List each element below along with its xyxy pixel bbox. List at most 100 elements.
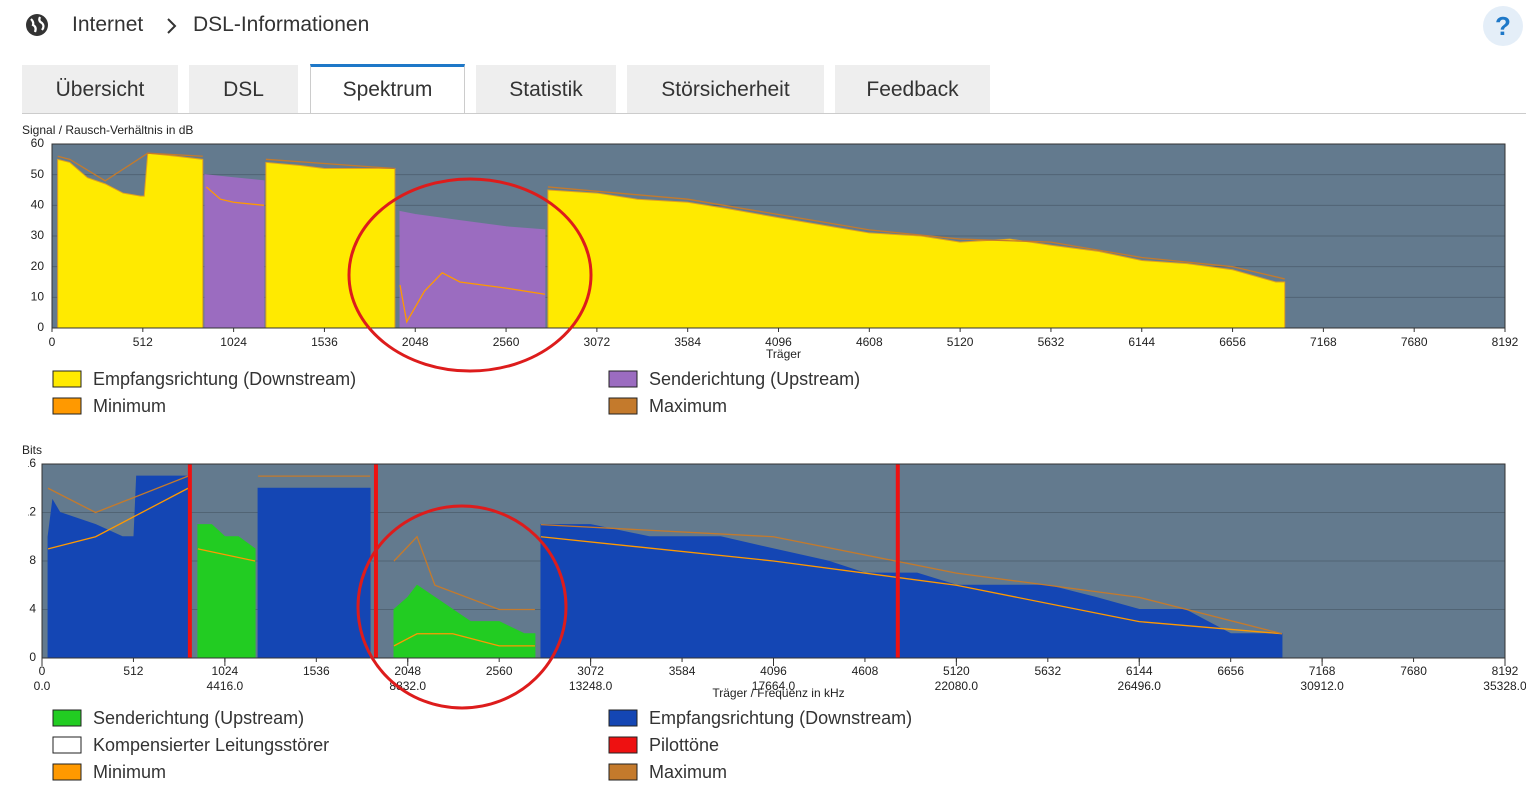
breadcrumb: DSL-Informationen — [193, 13, 370, 36]
x-tick-label: 3584 — [674, 335, 701, 349]
plot-frame — [41, 463, 1506, 659]
legend-swatch — [52, 370, 82, 388]
x-tick-label: 1024 — [212, 664, 239, 678]
x2-tick-label: 4416.0 — [207, 679, 244, 693]
tab[interactable]: Statistik — [476, 65, 616, 113]
x2-tick-label: 17664.0 — [752, 679, 796, 693]
x2-tick-label: 22080.0 — [935, 679, 979, 693]
x-tick-label: 4608 — [856, 335, 883, 349]
annotation-circle — [356, 504, 568, 710]
y-tick-label: 50 — [31, 167, 45, 181]
chart-title: Signal / Rausch-Verhältnis in dB — [22, 123, 193, 137]
x-tick-label: 2560 — [486, 664, 513, 678]
legend-swatch — [52, 397, 82, 415]
legend-label: Senderichtung (Upstream) — [93, 708, 304, 728]
x-tick-label: 3584 — [669, 664, 696, 678]
legend-label: Minimum — [93, 762, 166, 782]
x-tick-label: 3072 — [584, 335, 611, 349]
tab[interactable]: Feedback — [835, 65, 990, 113]
x2-tick-label: 8832.0 — [389, 679, 426, 693]
legend-swatch — [608, 736, 638, 754]
x-tick-label: 7168 — [1309, 664, 1336, 678]
legend-swatch — [608, 763, 638, 781]
x-tick-label: 0 — [39, 664, 46, 678]
x-tick-label: 6144 — [1128, 335, 1155, 349]
plot-frame — [51, 143, 1506, 329]
y-tick-label: 0 — [29, 650, 36, 664]
tab[interactable]: Störsicherheit — [627, 65, 824, 113]
y-tick-label: 60 — [31, 136, 45, 150]
tab-divider — [22, 113, 1526, 114]
y-tick-label: 4 — [29, 602, 36, 616]
area — [197, 524, 536, 659]
legend-swatch — [52, 763, 82, 781]
y-tick-label: 8 — [29, 553, 36, 567]
x-axis-label: Träger / Frequenz in kHz — [712, 686, 844, 700]
x-tick-label: 2560 — [493, 335, 520, 349]
x-tick-label: 6144 — [1126, 664, 1153, 678]
chart-title: Bits — [22, 443, 42, 457]
line — [47, 475, 1283, 635]
line — [57, 152, 1285, 280]
legend-label: Kompensierter Leitungsstörer — [93, 735, 329, 755]
x-tick-label: 2048 — [402, 335, 429, 349]
legend-label: Minimum — [93, 396, 166, 416]
x-tick-label: 1536 — [311, 335, 338, 349]
x2-tick-label: 13248.0 — [569, 679, 613, 693]
tab[interactable]: Spektrum — [310, 64, 465, 114]
x2-tick-label: 30912.0 — [1300, 679, 1344, 693]
x-tick-label: 4096 — [760, 664, 787, 678]
line — [47, 487, 1282, 647]
x2-tick-label: 35328.0 — [1483, 679, 1526, 693]
x-tick-label: 4608 — [852, 664, 879, 678]
x-tick-label: 512 — [123, 664, 143, 678]
x-tick-label: 0 — [49, 335, 56, 349]
y-tick-label: 20 — [31, 259, 45, 273]
legend-label: Senderichtung (Upstream) — [649, 369, 860, 389]
x-tick-label: 6656 — [1217, 664, 1244, 678]
legend-swatch — [608, 370, 638, 388]
x-tick-label: 2048 — [394, 664, 421, 678]
x-tick-label: 5120 — [947, 335, 974, 349]
legend-label: Empfangsrichtung (Downstream) — [93, 369, 356, 389]
x-tick-label: 5632 — [1034, 664, 1061, 678]
y-tick-label: 16 — [23, 456, 37, 470]
x-tick-label: 6656 — [1219, 335, 1246, 349]
legend-label: Maximum — [649, 396, 727, 416]
x-tick-label: 5632 — [1038, 335, 1065, 349]
x-tick-label: 7168 — [1310, 335, 1337, 349]
y-tick-label: 12 — [23, 505, 37, 519]
x-tick-label: 512 — [133, 335, 153, 349]
globe-icon — [26, 14, 48, 36]
y-tick-label: 0 — [37, 320, 44, 334]
y-tick-label: 10 — [31, 290, 45, 304]
x-tick-label: 8192 — [1492, 335, 1519, 349]
x-tick-label: 1024 — [220, 335, 247, 349]
legend-swatch — [608, 397, 638, 415]
tab[interactable]: Übersicht — [22, 65, 178, 113]
breadcrumb[interactable]: Internet — [72, 13, 144, 36]
y-tick-label: 30 — [31, 228, 45, 242]
x-tick-label: 8192 — [1492, 664, 1519, 678]
x2-tick-label: 0.0 — [34, 679, 51, 693]
legend-label: Maximum — [649, 762, 727, 782]
line — [205, 186, 546, 324]
chevron — [167, 18, 177, 34]
legend-label: Pilottöne — [649, 735, 719, 755]
annotation-circle — [347, 177, 593, 373]
x-tick-label: 5120 — [943, 664, 970, 678]
x-tick-label: 1536 — [303, 664, 330, 678]
help-button[interactable]: ? — [1483, 6, 1523, 46]
legend-swatch — [608, 709, 638, 727]
x2-tick-label: 26496.0 — [1118, 679, 1162, 693]
legend-label: Empfangsrichtung (Downstream) — [649, 708, 912, 728]
x-axis-label: Träger — [766, 347, 801, 361]
x-tick-label: 7680 — [1401, 335, 1428, 349]
tab[interactable]: DSL — [189, 65, 298, 113]
x-tick-label: 4096 — [765, 335, 792, 349]
legend-swatch — [52, 736, 82, 754]
legend-swatch — [52, 709, 82, 727]
area — [57, 152, 1286, 329]
